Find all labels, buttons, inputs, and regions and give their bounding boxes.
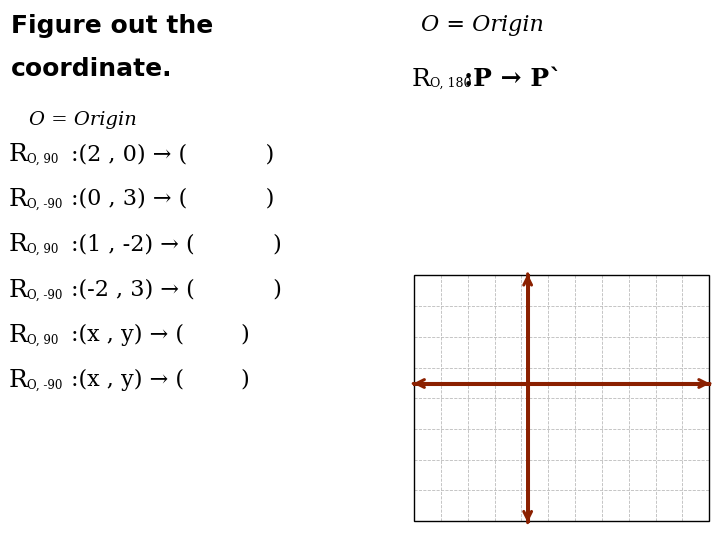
Text: O = Origin: O = Origin [421,14,544,36]
Text: Figure out the: Figure out the [11,14,213,37]
Text: O, -90: O, -90 [27,198,62,211]
Text: R: R [9,233,27,256]
Text: coordinate.: coordinate. [11,57,172,80]
Text: R: R [9,188,27,211]
Text: :(x , y) → (        ): :(x , y) → ( ) [71,369,249,392]
Text: R: R [412,68,431,91]
Text: O, -90: O, -90 [27,379,62,392]
Text: O, -90: O, -90 [27,288,62,301]
Text: O = Origin: O = Origin [29,111,137,129]
Text: O, 90: O, 90 [27,153,58,166]
Text: :(1 , -2) → (           ): :(1 , -2) → ( ) [71,233,282,255]
Text: R: R [9,369,27,393]
Text: :(0 , 3) → (           ): :(0 , 3) → ( ) [71,188,274,210]
Text: :(-2 , 3) → (           ): :(-2 , 3) → ( ) [71,279,282,301]
Text: O, 90: O, 90 [27,243,58,256]
Text: :(x , y) → (        ): :(x , y) → ( ) [71,324,249,346]
Text: R: R [9,279,27,302]
Text: O, 90: O, 90 [27,334,58,347]
Text: :P → P`: :P → P` [464,68,562,91]
Text: O, 180: O, 180 [430,77,472,90]
Text: R: R [9,324,27,347]
Text: :(2 , 0) → (           ): :(2 , 0) → ( ) [71,143,274,165]
Bar [414,275,709,521]
Text: R: R [9,143,27,166]
